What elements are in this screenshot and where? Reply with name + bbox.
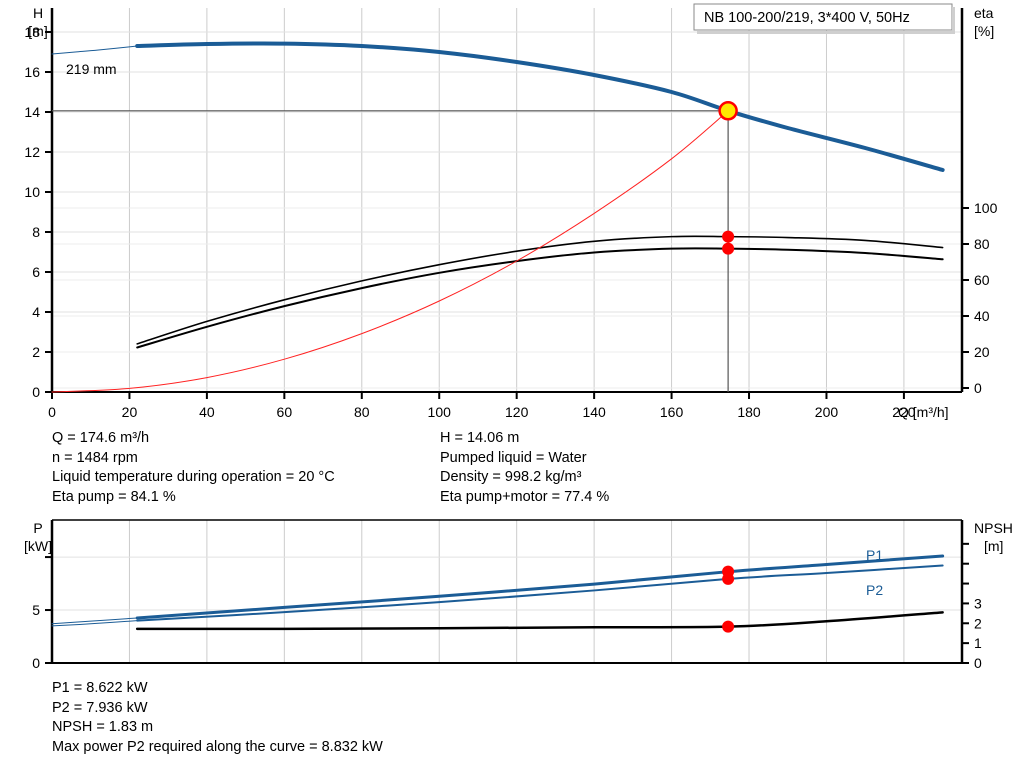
axes — [50, 8, 964, 393]
y-left-axis-title: P — [33, 520, 42, 536]
title-box-shadow — [697, 31, 955, 34]
eta-pump-point[interactable] — [722, 230, 735, 243]
y-left-tick-label: 12 — [24, 144, 40, 160]
y-left-tick-label: 6 — [32, 264, 40, 280]
x-tick-label: 80 — [354, 404, 370, 420]
y-left-tick-label: 2 — [32, 344, 40, 360]
power-data-line-3: NPSH = 1.83 m — [52, 719, 154, 735]
y-left-axis-unit: [kW] — [24, 538, 52, 554]
curve-p1 — [135, 554, 945, 620]
y-left-tick-label: 0 — [32, 655, 40, 671]
y-left-tick-label: 18 — [24, 24, 40, 40]
head-efficiency-chart: 0 2 4 6 8 10 12 14 16 18 H [m] 0 20 40 60 80 100 eta [%] 0 20… — [24, 3, 998, 420]
y-left-ticks: 0 2 4 6 8 10 12 14 16 18 — [24, 24, 52, 400]
x-tick-label: 0 — [48, 404, 56, 420]
y-right-tick-label: 2 — [974, 615, 982, 631]
duty-point[interactable] — [718, 101, 738, 121]
y-right-tick-label: 60 — [974, 272, 990, 288]
y-right-axis-title: eta — [974, 5, 994, 21]
curves — [51, 41, 945, 393]
y-right-tick-label: 80 — [974, 236, 990, 252]
markers — [722, 565, 735, 633]
y-right-tick-label: 40 — [974, 308, 990, 324]
x-tick-label: 140 — [582, 404, 606, 420]
curve-p1-thin-extension — [51, 617, 138, 625]
series-label-p1: P1 — [866, 547, 883, 563]
x-tick-label: 200 — [815, 404, 839, 420]
y-left-tick-label: 4 — [32, 304, 40, 320]
curve-h-thin-extension-to-0- — [51, 45, 138, 55]
y-right-axis-unit: [m] — [984, 538, 1003, 554]
curve-h-219-mm-impeller- — [135, 41, 945, 172]
impeller-size-label: 219 mm — [66, 61, 117, 77]
p2-point[interactable] — [722, 572, 735, 585]
power-data: P1 = 8.622 kW P2 = 7.936 kW NPSH = 1.83 m M… — [52, 679, 383, 757]
curve-eta-pump — [136, 235, 944, 345]
eta-pump-motor-point[interactable] — [722, 242, 735, 255]
y-left-tick-label: 0 — [32, 384, 40, 400]
title-box-bg — [693, 3, 953, 31]
x-axis-title: Q [m³/h] — [898, 404, 949, 420]
duty-point-crosshair — [52, 110, 729, 392]
operating-data-left: Q = 174.6 m³/h n = 1484 rpm Liquid tempera… — [52, 429, 335, 507]
operating-data-right: H = 14.06 m Pumped liquid = Water Density … — [440, 429, 609, 507]
grid — [52, 8, 962, 392]
curves — [51, 554, 945, 631]
curve-system-curve — [51, 110, 729, 393]
operating-data-right-line-2: Pumped liquid = Water — [440, 449, 587, 466]
operating-data-right-line-4: Eta pump+motor = 77.4 % — [440, 488, 610, 505]
y-left-tick-label: 14 — [24, 104, 40, 120]
y-left-ticks: 05 — [32, 556, 52, 671]
curve-p2-thin-extension — [51, 620, 138, 627]
x-tick-label: 220 — [892, 404, 916, 420]
y-right-tick-label: 0 — [974, 655, 982, 671]
y-right-axis-unit: [%] — [974, 23, 994, 39]
x-tick-label: 60 — [277, 404, 293, 420]
y-right-ticks: 0 1 2 3 — [962, 542, 982, 671]
power-data-line-2: P2 = 7.936 kW — [52, 699, 148, 716]
y-left-axis-unit: [m] — [28, 23, 47, 39]
y-right-axis-title: NPSH — [974, 520, 1013, 536]
operating-data-left-line-1: Q = 174.6 m³/h — [52, 430, 150, 446]
y-right-ticks: 0 20 40 60 80 100 — [962, 200, 998, 396]
x-tick-label: 160 — [660, 404, 684, 420]
operating-data-right-line-1: H = 14.06 m — [440, 430, 520, 446]
operating-data-left-line-4: Eta pump = 84.1 % — [52, 488, 176, 505]
y-left-tick-label: 5 — [32, 602, 40, 618]
curve-npsh — [135, 611, 944, 631]
chart-title-box: NB 100-200/219, 3*400 V, 50Hz — [693, 3, 955, 34]
y-right-tick-label: 100 — [974, 200, 998, 216]
y-left-tick-label: 8 — [32, 224, 40, 240]
operating-data-left-line-3: Liquid temperature during operation = 20… — [52, 469, 335, 485]
pump-model-title: NB 100-200/219, 3*400 V, 50Hz — [704, 10, 910, 26]
operating-data-right-line-3: Density = 998.2 kg/m³ — [440, 469, 582, 485]
y-right-tick-label: 1 — [974, 635, 982, 651]
y-left-tick-label: 16 — [24, 64, 40, 80]
curve-eta-pump-motor — [136, 247, 944, 349]
y-right-tick-label: 20 — [974, 344, 990, 360]
power-data-line-1: P1 = 8.622 kW — [52, 680, 148, 696]
y-left-tick-label: 10 — [24, 184, 40, 200]
markers — [718, 101, 738, 255]
curve-p2 — [136, 564, 944, 622]
series-label-p2: P2 — [866, 582, 883, 598]
x-tick-label: 40 — [199, 404, 215, 420]
y-left-axis-title: H — [33, 5, 43, 21]
title-box-shadow-r — [952, 7, 955, 33]
operating-data-left-line-2: n = 1484 rpm — [52, 449, 138, 466]
x-tick-label: 100 — [428, 404, 452, 420]
x-tick-label: 120 — [505, 404, 529, 420]
npsh-point[interactable] — [722, 620, 735, 633]
power-data-line-4: Max power P2 required along the curve = … — [52, 738, 383, 755]
x-ticks: 0 20 40 60 80 100 120 140 160 180 200 220 — [48, 392, 916, 420]
x-tick-label: 180 — [737, 404, 761, 420]
x-tick-label: 20 — [122, 404, 138, 420]
y-right-tick-label: 0 — [974, 380, 982, 396]
y-right-tick-label: 3 — [974, 595, 982, 611]
